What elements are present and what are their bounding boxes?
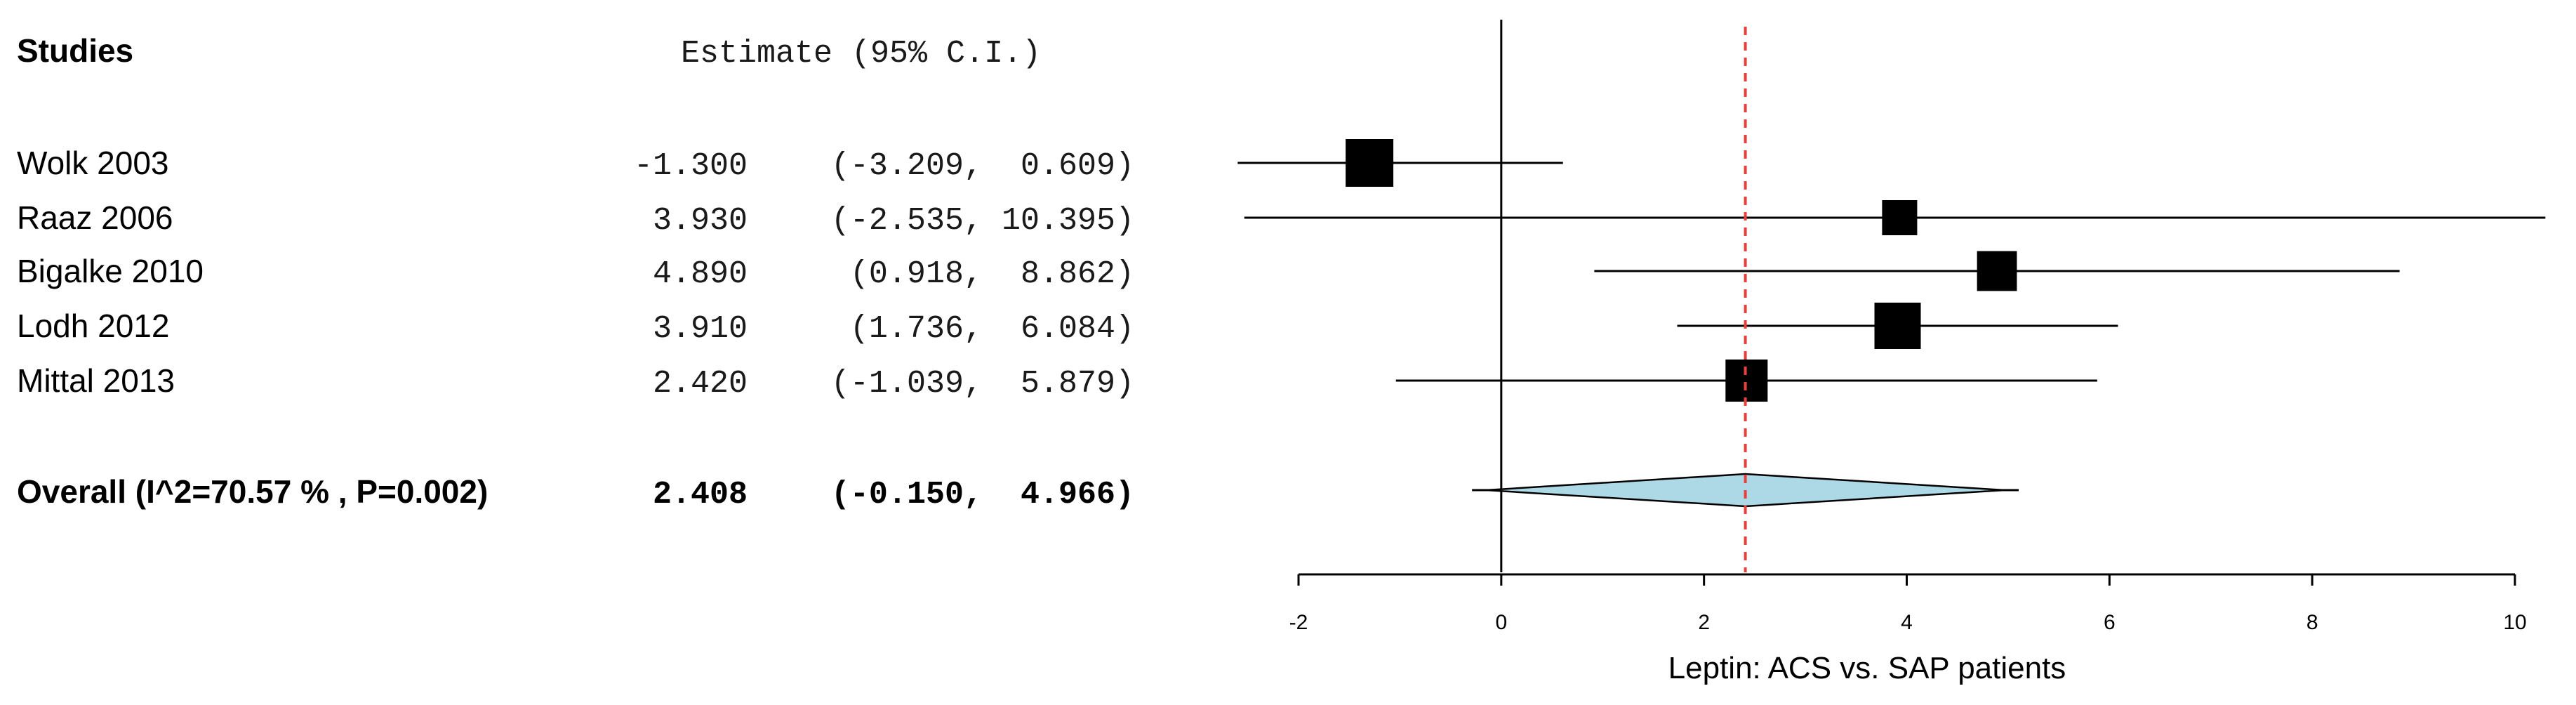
- overall-label: Overall (I^2=70.57 % , P=0.002): [17, 473, 488, 510]
- estimate-header: Estimate (95% C.I.): [681, 36, 1041, 72]
- x-tick-label: 10: [2503, 611, 2526, 634]
- study-estimate: 2.420: [653, 366, 748, 402]
- study-label: Wolk 2003: [17, 145, 169, 181]
- effect-square: [1725, 360, 1768, 402]
- x-tick-label: -2: [1289, 611, 1308, 634]
- plot-area: [1237, 20, 2546, 572]
- studies-header: Studies: [17, 32, 133, 69]
- study-ci: (-1.039, 5.879): [831, 366, 1134, 402]
- study-estimate: -1.300: [634, 148, 748, 184]
- x-tick-label: 8: [2306, 611, 2318, 634]
- study-ci: (-3.209, 0.609): [831, 148, 1134, 184]
- x-tick-label: 0: [1495, 611, 1507, 634]
- overall-ci: (-0.150, 4.966): [831, 477, 1134, 513]
- study-estimate: 4.890: [653, 256, 748, 292]
- effect-square: [1977, 251, 2017, 291]
- effect-square: [1882, 200, 1918, 235]
- x-tick-label: 4: [1901, 611, 1913, 634]
- overall-estimate: 2.408: [653, 477, 748, 513]
- study-label: Mittal 2013: [17, 362, 175, 399]
- study-estimate: 3.930: [653, 203, 748, 239]
- study-ci: (-2.535, 10.395): [831, 203, 1134, 239]
- x-tick-label: 2: [1698, 611, 1710, 634]
- study-ci: (1.736, 6.084): [850, 311, 1134, 347]
- study-label: Bigalke 2010: [17, 253, 204, 289]
- study-label: Raaz 2006: [17, 199, 173, 236]
- x-axis-label: Leptin: ACS vs. SAP patients: [1668, 651, 2066, 685]
- effect-square: [1874, 303, 1921, 349]
- study-label-group: Wolk 2003 Raaz 2006 Bigalke 2010 Lodh 2012 M…: [17, 145, 204, 399]
- x-tick-label: 6: [2104, 611, 2116, 634]
- x-axis: -2 0 2 4 6 8 10: [1289, 573, 2527, 634]
- effect-square: [1346, 139, 1394, 187]
- study-label: Lodh 2012: [17, 308, 169, 344]
- study-ci: (0.918, 8.862): [850, 256, 1134, 292]
- study-estimate-group: -1.300 (-3.209, 0.609) 3.930 (-2.535, 10.39…: [634, 148, 1134, 402]
- study-estimate: 3.910: [653, 311, 748, 347]
